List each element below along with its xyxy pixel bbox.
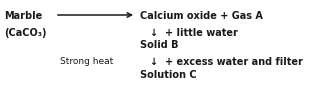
- Text: ↓: ↓: [149, 57, 157, 67]
- Text: + excess water and filter: + excess water and filter: [165, 57, 303, 67]
- Text: (CaCO₃): (CaCO₃): [4, 28, 46, 38]
- Text: + little water: + little water: [165, 28, 238, 38]
- Text: Marble: Marble: [4, 11, 42, 21]
- Text: ↓: ↓: [149, 28, 157, 38]
- Text: Solid B: Solid B: [140, 40, 178, 50]
- Text: Solution C: Solution C: [140, 70, 197, 80]
- Text: Calcium oxide + Gas A: Calcium oxide + Gas A: [140, 11, 263, 21]
- Text: Strong heat: Strong heat: [60, 57, 113, 66]
